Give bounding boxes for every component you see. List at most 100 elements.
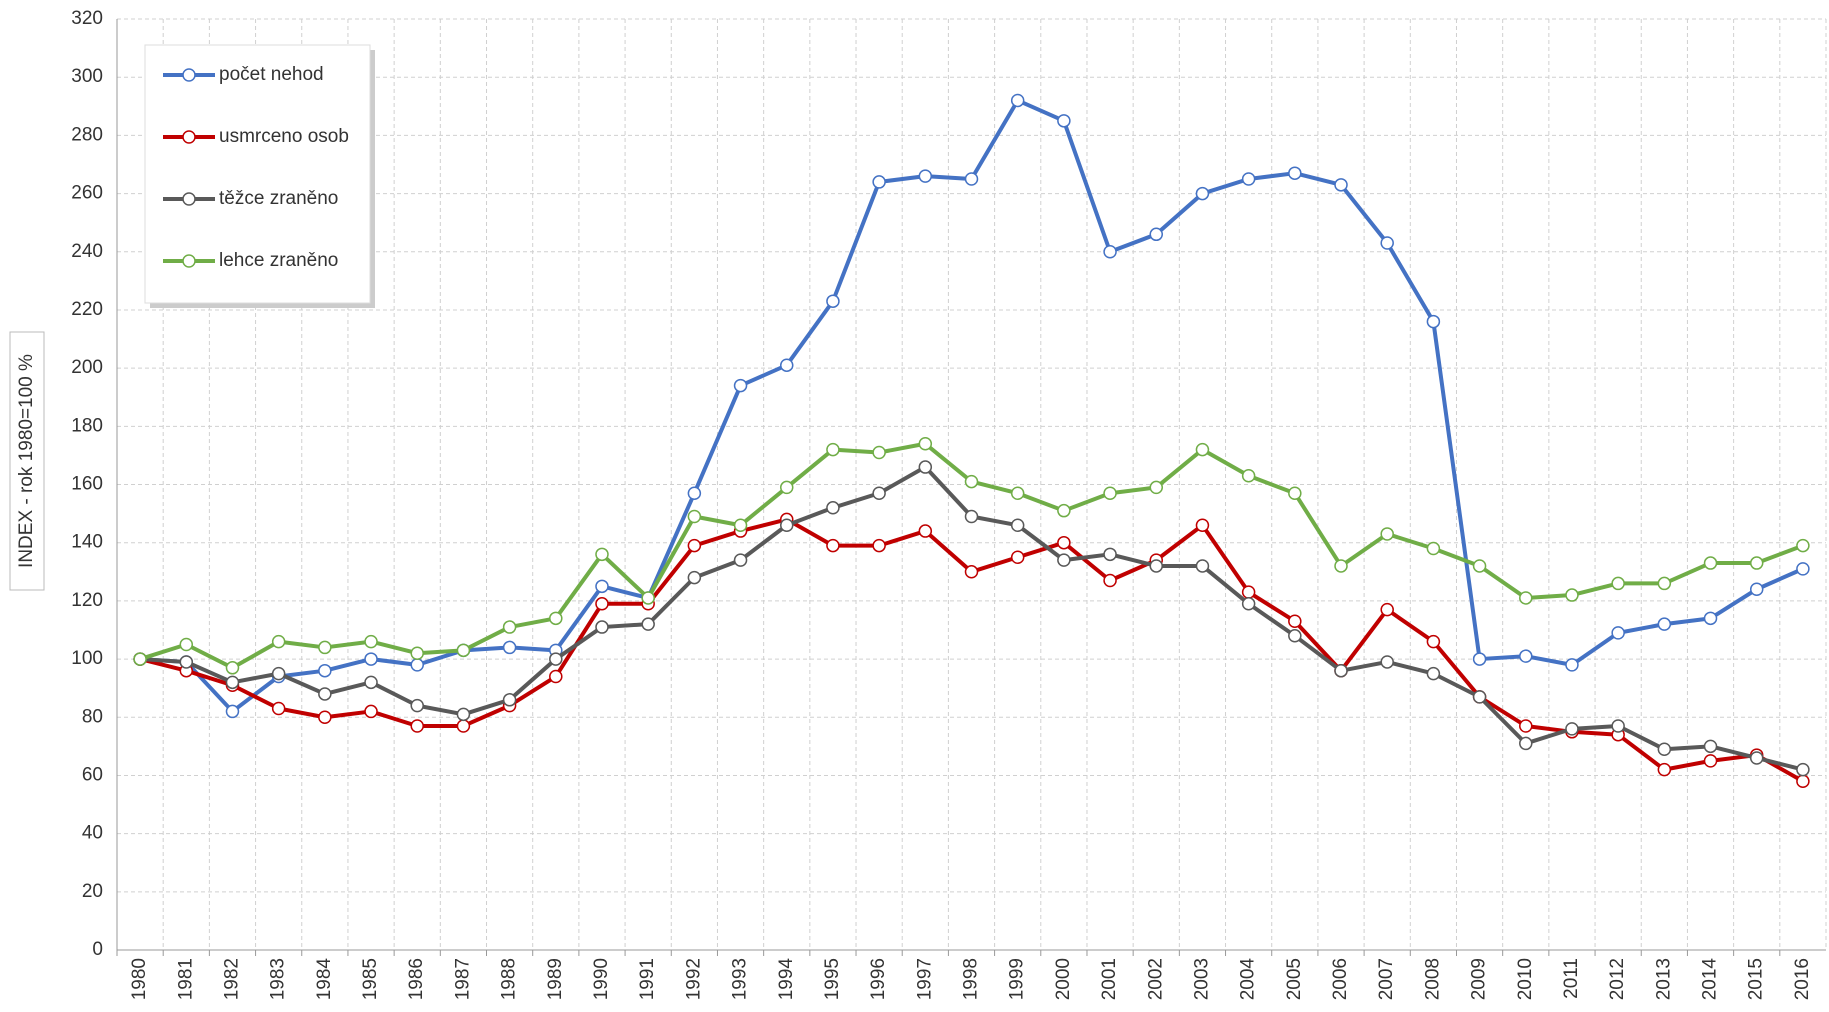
x-tick-label: 2005	[1284, 958, 1305, 1000]
y-tick-label: 180	[71, 415, 103, 436]
data-point	[1472, 559, 1487, 573]
y-tick-label: 260	[71, 183, 103, 204]
x-tick-label: 1994	[776, 958, 797, 1001]
data-point	[1472, 652, 1487, 666]
data-point	[1657, 576, 1672, 591]
data-point	[1657, 762, 1672, 777]
data-point	[502, 693, 517, 707]
x-tick-label: 1990	[591, 958, 612, 1000]
data-point	[595, 597, 609, 611]
data-point	[1057, 503, 1071, 518]
series-line	[139, 517, 1804, 783]
data-point	[964, 509, 979, 524]
data-point	[179, 637, 194, 652]
data-point	[872, 486, 886, 500]
x-tick-label: 2014	[1700, 958, 1721, 1001]
x-tick-label: 1997	[914, 958, 935, 1000]
data-point	[595, 547, 609, 562]
data-point	[872, 445, 886, 460]
data-point	[1796, 762, 1810, 777]
data-point	[595, 620, 609, 634]
data-point	[918, 460, 933, 474]
x-tick-label: 2003	[1191, 958, 1212, 1000]
data-point	[1149, 227, 1164, 242]
data-point	[1426, 314, 1441, 329]
data-point	[364, 634, 378, 649]
x-tick-label: 1991	[637, 958, 658, 1000]
x-tick-label: 1987	[452, 958, 473, 1000]
x-tick-label: 1985	[360, 958, 381, 1000]
y-tick-label: 100	[71, 648, 103, 669]
data-point	[1195, 518, 1210, 532]
data-point	[918, 437, 933, 451]
data-point	[133, 652, 147, 666]
y-tick-label: 20	[82, 881, 103, 902]
x-tick-label: 2002	[1145, 958, 1166, 1000]
legend-label: lehce zraněno	[219, 250, 338, 271]
data-point	[1703, 611, 1718, 626]
data-point	[456, 707, 471, 722]
data-point	[687, 509, 702, 524]
data-point	[1565, 722, 1579, 736]
data-point	[1057, 114, 1071, 128]
legend: počet nehod usmrceno osob těžce zraněno leh…	[144, 44, 375, 308]
legend-marker	[182, 68, 196, 82]
y-label-box	[9, 331, 45, 591]
data-point	[733, 378, 748, 393]
data-point	[1334, 559, 1348, 573]
data-point	[1749, 582, 1764, 596]
data-point	[1380, 527, 1394, 541]
data-point	[687, 570, 702, 585]
y-tick-label: 300	[71, 66, 103, 87]
legend-label: počet nehod	[219, 64, 324, 85]
data-point	[964, 172, 979, 186]
data-point	[364, 675, 378, 690]
x-tick-label: 1992	[683, 958, 704, 1000]
data-point	[549, 611, 563, 626]
legend-marker	[182, 192, 196, 206]
data-point	[1565, 658, 1579, 672]
data-point	[1057, 553, 1071, 567]
x-tick-label: 2004	[1238, 958, 1259, 1001]
data-point	[1380, 655, 1394, 669]
data-point	[364, 704, 378, 719]
data-point	[271, 634, 286, 649]
data-point	[1334, 663, 1348, 678]
data-point	[964, 474, 979, 489]
data-point	[1519, 649, 1533, 663]
data-point	[1149, 480, 1164, 495]
data-point	[179, 655, 194, 669]
y-tick-label: 120	[71, 590, 103, 611]
data-point	[826, 501, 840, 515]
data-point	[1149, 559, 1164, 573]
data-point	[1241, 597, 1256, 611]
data-point	[1749, 751, 1764, 765]
data-point	[1565, 588, 1579, 602]
data-point	[410, 719, 424, 733]
data-point	[872, 175, 886, 189]
x-tick-label: 1989	[545, 958, 566, 1000]
data-point	[318, 640, 332, 655]
data-point	[1288, 614, 1302, 628]
data-point	[456, 643, 471, 658]
y-tick-label: 160	[71, 474, 103, 495]
data-point	[1241, 172, 1256, 186]
data-point	[410, 646, 424, 660]
data-point	[1010, 93, 1025, 108]
legend-marker	[182, 254, 196, 268]
y-tick-label: 60	[82, 764, 103, 785]
data-point	[1611, 719, 1625, 733]
data-point	[687, 486, 702, 500]
y-tick-label: 140	[71, 532, 103, 553]
data-point	[1657, 742, 1672, 757]
data-point	[549, 652, 563, 666]
y-tick-label: 40	[82, 823, 103, 844]
data-point	[826, 442, 840, 457]
data-point	[1010, 518, 1025, 532]
y-tick-label: 80	[82, 706, 103, 727]
data-point	[1796, 538, 1810, 553]
data-point	[1611, 626, 1625, 640]
y-tick-label: 240	[71, 241, 103, 262]
data-point	[964, 565, 979, 579]
